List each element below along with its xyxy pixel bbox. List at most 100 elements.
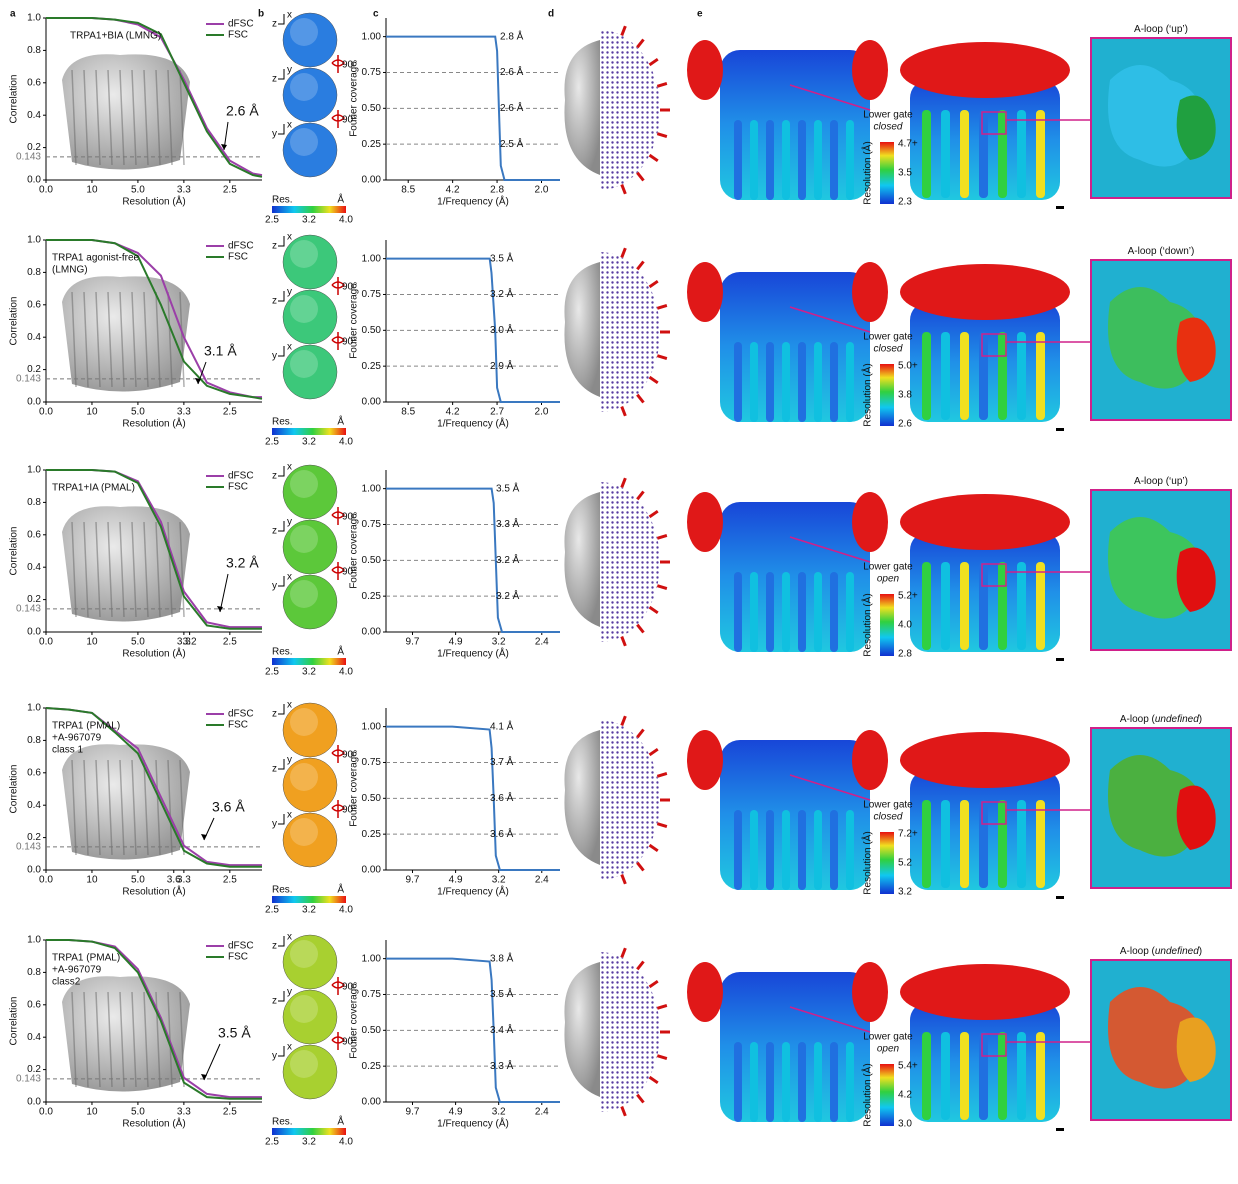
colorbar-tick: 3.2 xyxy=(302,905,316,916)
axis-glyph xyxy=(278,991,284,1001)
colorbar xyxy=(272,206,346,213)
map-helix xyxy=(941,800,950,888)
x-tick-label: 9.7 xyxy=(406,1107,420,1118)
orientation-spike xyxy=(622,248,626,257)
colorbar-tick: 2.5 xyxy=(265,215,279,226)
orientation-spike xyxy=(622,26,626,35)
axis-letter: x xyxy=(287,120,292,131)
colorbar-tick: 3.8 xyxy=(898,390,912,401)
colorbar-title: Res. xyxy=(272,195,293,206)
map-helix xyxy=(750,342,758,422)
colorbar-tick: 5.2 xyxy=(898,858,912,869)
x-tick-label: 2.5 xyxy=(223,1107,237,1118)
map-helix xyxy=(814,1042,822,1122)
map-helix xyxy=(922,562,931,650)
y-tick-label: 0.8 xyxy=(27,967,41,978)
axis-glyph xyxy=(278,14,284,24)
gate-label: Lower gate xyxy=(863,332,913,343)
legend-label: FSC xyxy=(228,30,248,41)
density-image xyxy=(564,730,600,865)
x-axis-label: 1/Frequency (Å) xyxy=(437,195,509,208)
x-tick-label: 3.2 xyxy=(183,637,197,648)
sample-name: (LMNG) xyxy=(52,265,88,276)
x-tick-label: 2.4 xyxy=(535,637,549,648)
coverage-annotation: 3.2 Å xyxy=(496,553,520,566)
resolution-label: 3.6 Å xyxy=(212,799,245,815)
map-helix xyxy=(1036,562,1045,650)
x-tick-label: 10 xyxy=(86,407,98,418)
x-tick-label: 3.3 xyxy=(177,1107,191,1118)
map-helix xyxy=(1017,1032,1026,1120)
map-helix xyxy=(979,562,988,650)
x-axis-label: 1/Frequency (Å) xyxy=(437,647,509,660)
legend-label: dFSC xyxy=(228,709,254,720)
axis-letter: y xyxy=(272,1051,277,1062)
orientation-spike xyxy=(657,1005,667,1008)
map-helix xyxy=(766,342,774,422)
legend-label: dFSC xyxy=(228,19,254,30)
map-helix xyxy=(960,332,969,420)
orientation-dots xyxy=(600,252,660,412)
colorbar xyxy=(272,658,346,665)
x-axis-label: Resolution (Å) xyxy=(122,647,185,660)
orientation-spike xyxy=(622,948,626,957)
map-helix xyxy=(782,342,790,422)
map-helix xyxy=(782,120,790,200)
map-top xyxy=(900,494,1070,550)
map-helix xyxy=(979,110,988,198)
aloop-text: A-loop ( xyxy=(1120,946,1156,957)
y-axis-label: Correlation xyxy=(9,297,20,346)
colorbar-tick: 3.2 xyxy=(302,667,316,678)
coverage-annotation: 3.3 Å xyxy=(496,517,520,530)
orientation-spike xyxy=(637,1095,643,1103)
colorbar-title: Res. xyxy=(272,647,293,658)
figure: abcde0.0105.03.32.50.00.20.40.60.81.0Res… xyxy=(0,0,1238,1184)
orientation-spike xyxy=(650,981,658,987)
map-helix xyxy=(798,120,806,200)
axis-letter: y xyxy=(272,581,277,592)
colorbar-unit: Å xyxy=(337,645,344,658)
orientation-spike xyxy=(657,1056,667,1059)
coverage-annotation: 3.6 Å xyxy=(490,827,514,840)
x-tick-label: 2.4 xyxy=(535,1107,549,1118)
x-tick-label: 4.9 xyxy=(449,1107,463,1118)
map-helix xyxy=(960,800,969,888)
axis-letter: z xyxy=(272,764,277,775)
colorbar-tick: 4.0 xyxy=(339,1137,353,1148)
scale-bar xyxy=(1056,658,1064,661)
orientation-spike xyxy=(637,395,643,403)
map-helix xyxy=(782,810,790,890)
x-axis-label: Resolution (Å) xyxy=(122,1117,185,1130)
gate-label: Lower gate xyxy=(863,800,913,811)
sphere-shade xyxy=(290,73,318,101)
density-image xyxy=(564,40,600,175)
colorbar-tick: 5.4+ xyxy=(898,1061,918,1072)
x-tick-label: 3.3 xyxy=(177,185,191,196)
sample-name: class2 xyxy=(52,977,81,988)
orientation-dots xyxy=(600,720,660,880)
map-helix xyxy=(846,342,854,422)
map-helix xyxy=(1036,110,1045,198)
orientation-spike xyxy=(657,356,667,359)
y-tick-label: 1.00 xyxy=(362,483,382,494)
gate-state: closed xyxy=(874,122,903,133)
density-image xyxy=(564,492,600,627)
map-helix xyxy=(979,332,988,420)
axis-letter: x xyxy=(287,572,292,583)
colorbar-title: Res. xyxy=(272,885,293,896)
legend-label: FSC xyxy=(228,252,248,263)
axis-glyph xyxy=(278,236,284,246)
axis-letter: z xyxy=(272,241,277,252)
axis-glyph xyxy=(278,69,284,79)
axis-glyph xyxy=(278,1046,284,1056)
legend-label: FSC xyxy=(228,482,248,493)
aloop-state: ‘up’ xyxy=(1169,24,1185,35)
sphere-shade xyxy=(290,350,318,378)
map-wing xyxy=(687,492,723,552)
axis-letter: x xyxy=(287,932,292,943)
x-tick-label: 8.5 xyxy=(401,185,415,196)
map-wing xyxy=(687,962,723,1022)
coverage-annotation: 2.9 Å xyxy=(490,359,514,372)
y-tick-label: 1.00 xyxy=(362,953,382,964)
colorbar xyxy=(272,896,346,903)
